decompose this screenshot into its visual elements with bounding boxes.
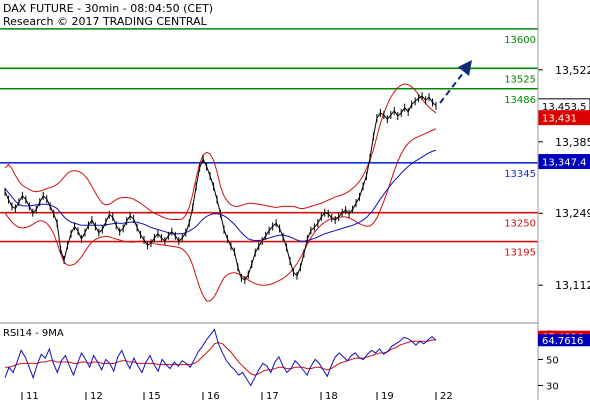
price-tag-label: 13,453.5	[542, 102, 587, 113]
projection-arrow-head	[458, 60, 472, 76]
x-tick-label: 19	[381, 391, 394, 400]
time-axis: 11 12 15 16 17 18 19 22	[21, 391, 453, 402]
x-tick-label: 12	[90, 391, 103, 400]
x-tick-label: 22	[440, 391, 453, 400]
level-label: 13195	[504, 248, 536, 259]
main-price-series	[4, 83, 437, 302]
x-tick-label: 11	[26, 391, 39, 400]
y-tick-label: 13,112	[555, 279, 590, 292]
level-label: 13525	[504, 74, 536, 85]
rsi-series	[4, 328, 437, 387]
price-tag-label: 13,431	[542, 114, 577, 125]
main-price-tags: 13,453.513,431 13,347.4	[537, 98, 590, 170]
y-tick-label: 13,249	[555, 207, 590, 220]
rsi-tick-label: 30	[546, 381, 559, 392]
y-tick-label: 13,522	[555, 64, 590, 77]
bollinger-upper-line	[4, 83, 437, 221]
level-label: 13486	[504, 95, 536, 106]
projection-arrow	[439, 60, 472, 104]
main-price-axis: 13,112 13,249 13,385 13,522	[538, 64, 590, 292]
projection-arrow-line	[439, 67, 468, 104]
x-tick-label: 15	[148, 391, 161, 400]
x-tick-label: 18	[325, 391, 338, 400]
rsi-tag-label: 64.7616	[542, 336, 583, 347]
bollinger-lower-line	[4, 128, 437, 302]
rsi-tick-label: 50	[546, 355, 559, 366]
rsi-title: RSI14 - 9MA	[3, 328, 64, 339]
chart-title: DAX FUTURE - 30min - 08:04:50 (CET)	[3, 2, 213, 15]
y-tick-label: 13,385	[555, 136, 590, 149]
rsi-line	[4, 328, 437, 387]
x-tick-label: 17	[266, 391, 279, 400]
level-label: 13250	[504, 219, 536, 230]
x-tick-label: 16	[207, 391, 220, 400]
level-label: 13600	[504, 35, 536, 46]
chart-credit: Research © 2017 TRADING CENTRAL	[3, 15, 208, 28]
price-tag-label: 13,347.4	[542, 158, 587, 169]
support-resistance-levels: 13600 13525 13486 13345 13250 13195	[0, 28, 538, 259]
level-label: 13345	[504, 169, 536, 180]
rsi-tag-box	[538, 334, 590, 347]
rsi-value-tags: 67.483664.7616	[538, 330, 590, 347]
